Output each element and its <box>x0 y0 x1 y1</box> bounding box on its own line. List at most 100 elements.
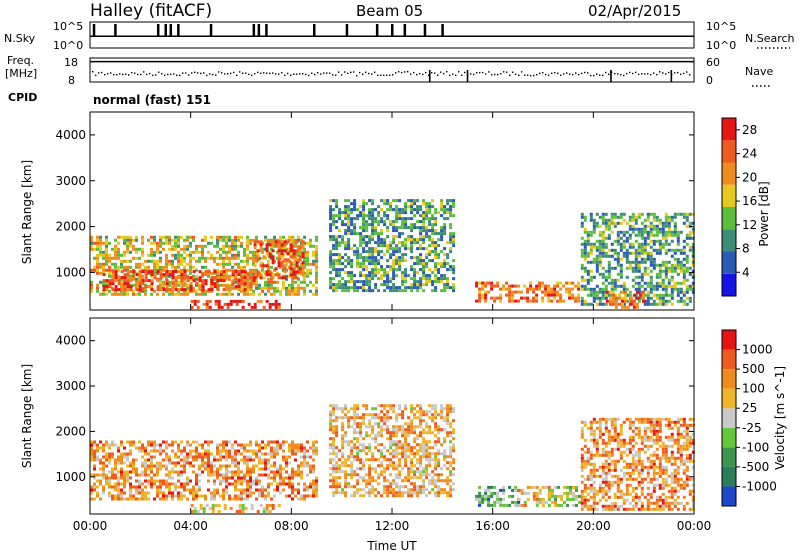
heatmap-cell <box>410 404 414 408</box>
heatmap-cell <box>162 273 166 277</box>
heatmap-cell <box>691 287 695 291</box>
heatmap-cell <box>383 280 387 284</box>
heatmap-cell <box>646 251 650 255</box>
heatmap-cell <box>213 285 217 289</box>
heatmap-cell <box>434 277 438 281</box>
heatmap-cell <box>449 199 453 203</box>
heatmap-cell <box>353 473 357 477</box>
heatmap-cell <box>168 485 171 489</box>
heatmap-cell <box>300 280 303 284</box>
nave-dot <box>581 72 583 75</box>
heatmap-cell <box>96 241 99 245</box>
heatmap-cell <box>129 235 132 239</box>
heatmap-cell <box>368 199 372 203</box>
heatmap-cell <box>344 217 348 221</box>
heatmap-cell <box>673 266 677 270</box>
heatmap-cell <box>440 467 444 471</box>
heatmap-cell <box>177 497 180 501</box>
heatmap-cell <box>634 269 638 273</box>
heatmap-cell <box>171 276 175 280</box>
heatmap-cell <box>261 440 264 444</box>
heatmap-cell <box>362 223 366 227</box>
colorbar-tick-label: 12 <box>742 218 757 232</box>
heatmap-cell <box>93 241 96 245</box>
heatmap-cell <box>514 500 518 504</box>
heatmap-cell <box>196 305 200 309</box>
heatmap-cell <box>332 431 336 435</box>
velocity-heatmap-cells <box>90 404 695 513</box>
heatmap-cell <box>111 262 114 266</box>
heatmap-cell <box>398 425 402 429</box>
heatmap-cell <box>395 473 399 477</box>
heatmap-cell <box>551 500 554 504</box>
heatmap-cell <box>291 289 294 293</box>
heatmap-cell <box>371 479 375 483</box>
nsearch-tick-bottom: 10^0 <box>706 39 736 52</box>
heatmap-cell <box>395 286 399 290</box>
heatmap-cell <box>138 473 141 477</box>
heatmap-cell <box>132 443 135 447</box>
heatmap-cell <box>138 273 142 277</box>
heatmap-cell <box>338 262 342 266</box>
heatmap-cell <box>419 419 423 423</box>
heatmap-cell <box>646 230 650 234</box>
heatmap-cell <box>332 265 336 269</box>
heatmap-cell <box>589 242 593 246</box>
heatmap-cell <box>649 212 653 216</box>
heatmap-cell <box>159 491 162 495</box>
heatmap-cell <box>120 270 124 274</box>
heatmap-cell <box>377 259 381 263</box>
heatmap-cell <box>201 244 204 248</box>
heatmap-cell <box>111 276 115 280</box>
heatmap-cell <box>234 455 237 459</box>
heatmap-cell <box>126 282 130 286</box>
heatmap-cell <box>234 473 237 477</box>
heatmap-cell <box>643 236 647 240</box>
heatmap-cell <box>219 283 222 287</box>
nave-dot <box>521 71 523 73</box>
heatmap-cell <box>204 244 207 248</box>
heatmap-cell <box>341 410 345 414</box>
heatmap-cell <box>347 220 351 224</box>
heatmap-cell <box>102 464 105 468</box>
heatmap-cell <box>598 251 602 255</box>
heatmap-cell <box>389 205 393 209</box>
heatmap-cell <box>392 262 396 266</box>
heatmap-cell <box>329 223 333 227</box>
heatmap-cell <box>264 473 267 477</box>
heatmap-cell <box>685 287 689 291</box>
heatmap-cell <box>195 282 199 286</box>
heatmap-cell <box>252 470 255 474</box>
heatmap-cell <box>607 221 611 225</box>
heatmap-cell <box>240 482 243 486</box>
nave-dot <box>221 72 223 74</box>
heatmap-cell <box>548 494 551 498</box>
heatmap-cell <box>395 494 399 498</box>
heatmap-cell <box>120 491 123 495</box>
heatmap-cell <box>329 428 333 432</box>
heatmap-cell <box>631 245 635 249</box>
heatmap-cell <box>608 302 612 306</box>
heatmap-cell <box>237 452 240 456</box>
heatmap-cell <box>216 446 219 450</box>
heatmap-cell <box>428 205 432 209</box>
heatmap-cell <box>202 510 206 513</box>
heatmap-cell <box>610 248 614 252</box>
heatmap-cell <box>386 419 390 423</box>
heatmap-cell <box>374 283 378 287</box>
heatmap-cell <box>285 470 288 474</box>
power-heatmap-cells <box>90 199 695 309</box>
heatmap-cell <box>223 504 227 507</box>
heatmap-cell <box>419 253 423 257</box>
heatmap-cell <box>493 500 497 504</box>
heatmap-cell <box>105 235 108 239</box>
heatmap-cell <box>141 241 144 245</box>
heatmap-cell <box>228 274 231 278</box>
heatmap-cell <box>238 507 242 510</box>
heatmap-cell <box>96 283 99 287</box>
heatmap-cell <box>422 482 426 486</box>
heatmap-cell <box>398 211 402 215</box>
colorbar-swatch <box>722 140 736 163</box>
heatmap-cell <box>571 287 575 291</box>
nave-dot <box>194 71 196 74</box>
